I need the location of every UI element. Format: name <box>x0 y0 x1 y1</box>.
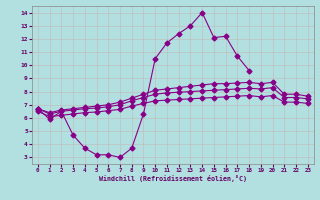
X-axis label: Windchill (Refroidissement éolien,°C): Windchill (Refroidissement éolien,°C) <box>99 175 247 182</box>
